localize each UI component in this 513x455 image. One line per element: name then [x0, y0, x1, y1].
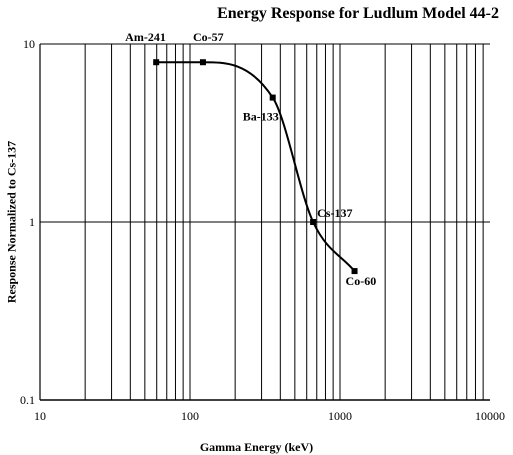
- y-tick-label: 10: [23, 37, 35, 51]
- x-axis-label: Gamma Energy (keV): [199, 440, 314, 454]
- data-point-label: Am-241: [125, 30, 166, 44]
- response-curve: [156, 61, 356, 272]
- data-point-label: Cs-137: [317, 206, 352, 220]
- data-point: [351, 268, 358, 275]
- data-point: [199, 59, 206, 66]
- data-point: [269, 94, 276, 101]
- data-point-label: Co-60: [346, 274, 377, 288]
- data-point-label: Ba-133: [243, 110, 279, 124]
- x-tick-label: 10000: [475, 409, 505, 423]
- data-point: [310, 219, 317, 225]
- x-tick-label: 100: [181, 409, 199, 423]
- data-point-label: Co-57: [193, 30, 224, 44]
- x-tick-label: 10: [34, 409, 46, 423]
- data-point: [153, 59, 160, 66]
- y-axis-label: Response Normalized to Cs-137: [4, 140, 19, 304]
- y-tick-label: 0.1: [20, 393, 35, 407]
- x-tick-label: 1000: [328, 409, 352, 423]
- y-tick-label: 1: [29, 215, 35, 229]
- chart-title: Energy Response for Ludlum Model 44-2: [217, 5, 499, 22]
